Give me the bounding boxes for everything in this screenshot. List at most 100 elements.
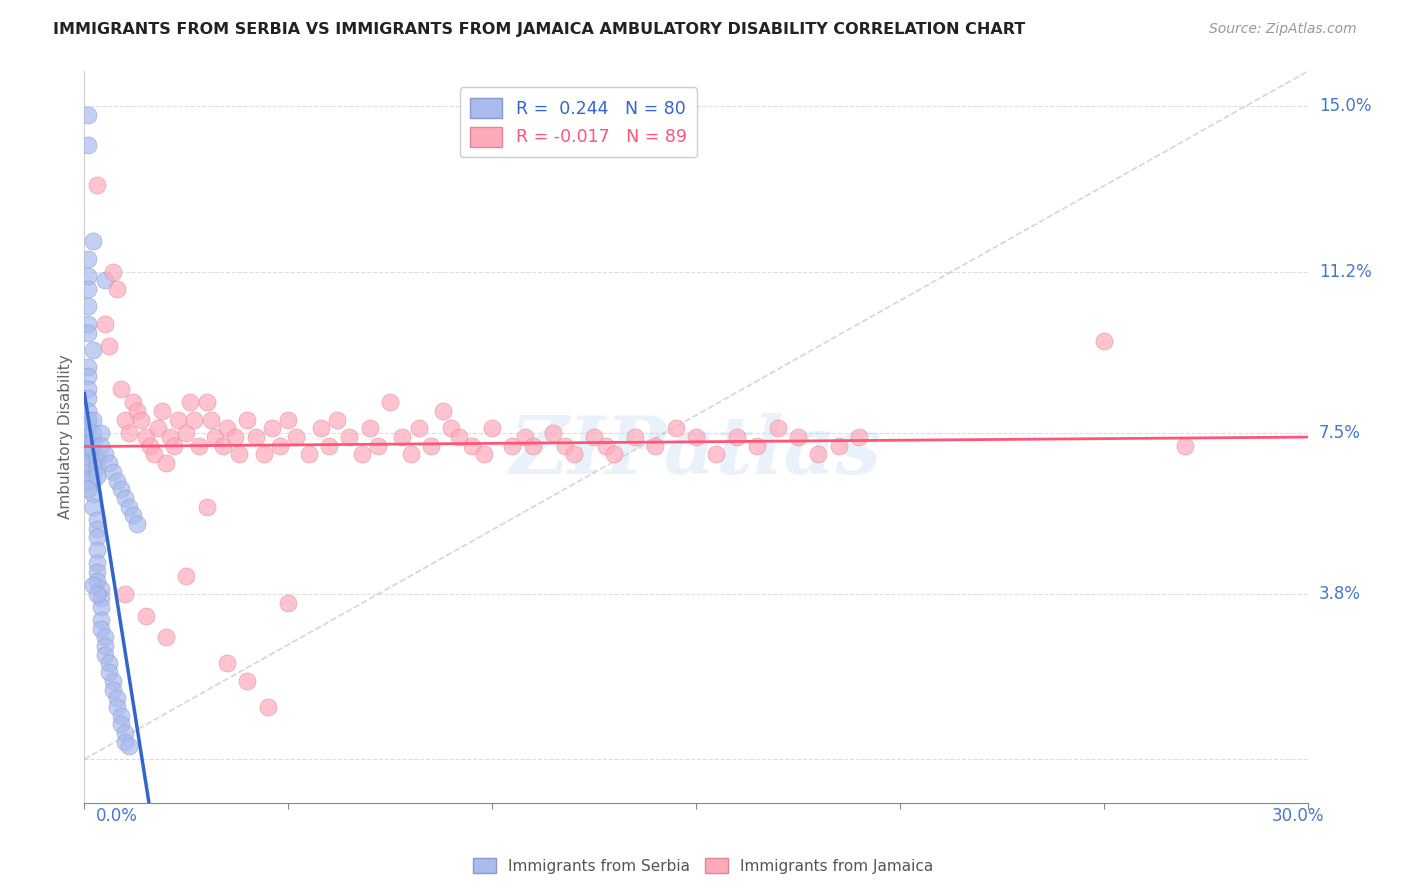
Point — [522, 439, 544, 453]
Point — [253, 448, 276, 462]
Point — [105, 282, 128, 296]
Point — [86, 178, 108, 192]
Point — [82, 465, 104, 479]
Point — [77, 448, 100, 462]
Point — [118, 425, 141, 440]
Point — [195, 500, 218, 514]
Point — [285, 430, 308, 444]
Point — [77, 465, 100, 479]
Point — [122, 395, 145, 409]
Point — [77, 317, 100, 331]
Point — [217, 657, 239, 671]
Point — [747, 439, 769, 453]
Point — [77, 360, 100, 375]
Legend: Immigrants from Serbia, Immigrants from Jamaica: Immigrants from Serbia, Immigrants from … — [467, 852, 939, 880]
Point — [101, 465, 124, 479]
Point — [97, 665, 120, 680]
Point — [86, 460, 108, 475]
Point — [82, 500, 104, 514]
Point — [82, 234, 104, 248]
Point — [159, 430, 181, 444]
Point — [77, 391, 100, 405]
Point — [277, 412, 299, 426]
Point — [122, 508, 145, 523]
Point — [86, 587, 108, 601]
Point — [685, 430, 707, 444]
Point — [706, 448, 728, 462]
Point — [195, 395, 218, 409]
Point — [380, 395, 402, 409]
Point — [77, 108, 100, 122]
Point — [77, 425, 100, 440]
Text: IMMIGRANTS FROM SERBIA VS IMMIGRANTS FROM JAMAICA AMBULATORY DISABILITY CORRELAT: IMMIGRANTS FROM SERBIA VS IMMIGRANTS FRO… — [53, 22, 1026, 37]
Point — [807, 448, 830, 462]
Point — [77, 282, 100, 296]
Point — [318, 439, 340, 453]
Point — [77, 252, 100, 266]
Point — [105, 691, 128, 706]
Point — [93, 448, 115, 462]
Point — [787, 430, 810, 444]
Point — [90, 582, 112, 597]
Point — [163, 439, 186, 453]
Text: Source: ZipAtlas.com: Source: ZipAtlas.com — [1209, 22, 1357, 37]
Text: 11.2%: 11.2% — [1319, 262, 1371, 281]
Point — [97, 456, 120, 470]
Point — [146, 421, 169, 435]
Point — [277, 595, 299, 609]
Point — [77, 369, 100, 384]
Point — [86, 469, 108, 483]
Point — [77, 439, 100, 453]
Point — [97, 657, 120, 671]
Text: 30.0%: 30.0% — [1272, 807, 1324, 825]
Point — [110, 382, 132, 396]
Point — [461, 439, 484, 453]
Point — [82, 448, 104, 462]
Point — [260, 421, 283, 435]
Text: 15.0%: 15.0% — [1319, 97, 1371, 115]
Point — [309, 421, 332, 435]
Point — [101, 682, 124, 697]
Point — [77, 326, 100, 340]
Point — [86, 530, 108, 544]
Point — [150, 404, 173, 418]
Text: 3.8%: 3.8% — [1319, 585, 1361, 603]
Point — [167, 412, 190, 426]
Point — [127, 404, 149, 418]
Y-axis label: Ambulatory Disability: Ambulatory Disability — [58, 355, 73, 519]
Point — [183, 412, 205, 426]
Point — [93, 631, 115, 645]
Point — [101, 265, 124, 279]
Point — [118, 500, 141, 514]
Point — [481, 421, 503, 435]
Point — [155, 456, 177, 470]
Point — [82, 474, 104, 488]
Legend: R =  0.244   N = 80, R = -0.017   N = 89: R = 0.244 N = 80, R = -0.017 N = 89 — [460, 87, 697, 157]
Point — [77, 421, 100, 435]
Point — [101, 673, 124, 688]
Point — [224, 430, 246, 444]
Point — [644, 439, 666, 453]
Point — [86, 451, 108, 466]
Point — [725, 430, 748, 444]
Point — [114, 412, 136, 426]
Point — [82, 443, 104, 458]
Point — [174, 425, 197, 440]
Point — [77, 138, 100, 153]
Point — [82, 343, 104, 357]
Point — [217, 421, 239, 435]
Point — [513, 430, 536, 444]
Point — [257, 700, 280, 714]
Point — [77, 268, 100, 283]
Point — [848, 430, 870, 444]
Point — [93, 317, 115, 331]
Point — [367, 439, 389, 453]
Point — [583, 430, 606, 444]
Point — [665, 421, 688, 435]
Point — [212, 439, 235, 453]
Point — [554, 439, 576, 453]
Text: 7.5%: 7.5% — [1319, 424, 1361, 442]
Point — [77, 412, 100, 426]
Point — [595, 439, 617, 453]
Point — [127, 517, 149, 532]
